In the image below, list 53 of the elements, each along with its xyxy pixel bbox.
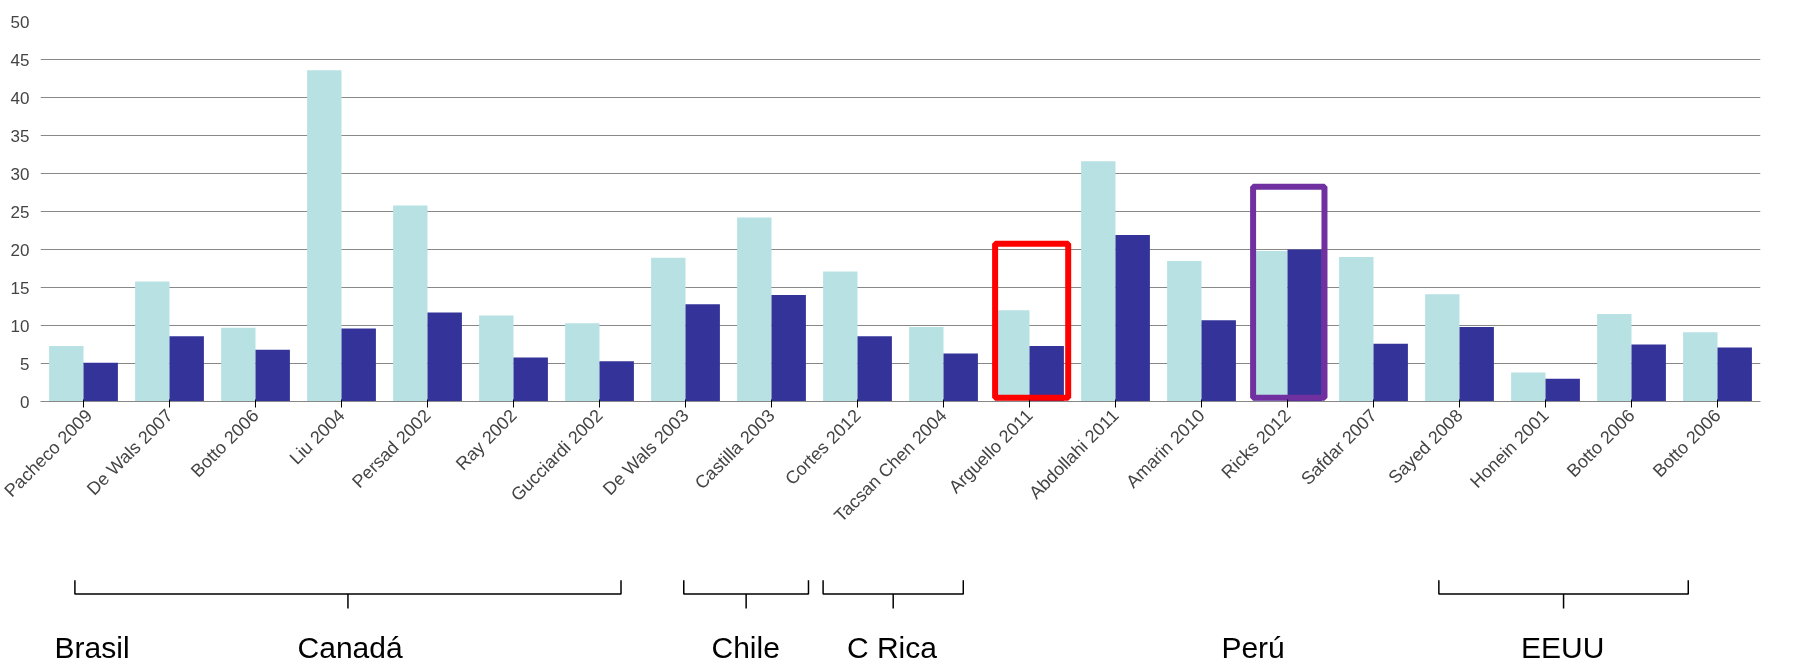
y-tick-label: 10 — [10, 316, 30, 336]
bar — [221, 327, 256, 402]
bar — [1167, 260, 1202, 402]
y-tick-label: 45 — [10, 50, 30, 70]
bar — [1511, 372, 1546, 402]
y-tick-label: 25 — [10, 202, 30, 222]
bar — [1459, 327, 1494, 402]
bar — [1373, 343, 1408, 402]
text: Brasil — [54, 631, 130, 665]
bar — [599, 361, 634, 402]
y-tick-label: 40 — [10, 88, 30, 108]
y-tick-label: 0 — [20, 392, 30, 412]
bar — [823, 271, 858, 402]
bar — [83, 362, 118, 402]
y-tick-label: 15 — [10, 278, 30, 298]
bar — [1339, 257, 1374, 402]
bar — [685, 304, 720, 402]
text: EEUU — [1521, 631, 1605, 665]
bar — [49, 346, 84, 402]
y-tick-label: 35 — [10, 126, 30, 146]
bar — [565, 323, 600, 402]
bar — [1201, 320, 1236, 402]
bar — [513, 357, 548, 402]
bar — [1081, 161, 1116, 402]
y-tick-label: 20 — [10, 240, 30, 260]
bar — [341, 328, 376, 402]
bar — [857, 336, 892, 402]
bar — [1545, 378, 1580, 402]
y-tick-label: 30 — [10, 164, 30, 184]
bar — [393, 205, 428, 402]
bar — [943, 353, 978, 402]
bar — [771, 295, 806, 402]
bar — [427, 312, 462, 402]
bar — [1425, 294, 1460, 402]
bar — [169, 336, 204, 402]
bar — [909, 327, 944, 402]
bar — [1717, 347, 1752, 402]
text: C Rica — [846, 631, 938, 665]
bar — [1631, 344, 1666, 402]
bar — [1683, 332, 1718, 402]
bar — [307, 70, 342, 402]
text: Perú — [1221, 631, 1285, 665]
bar — [135, 281, 170, 402]
text: Canadá — [297, 631, 403, 665]
y-tick-label: 50 — [10, 12, 30, 32]
bar — [255, 349, 290, 402]
bar — [479, 315, 514, 402]
bar — [1115, 235, 1150, 402]
bar — [1597, 314, 1632, 402]
y-tick-label: 5 — [20, 354, 30, 374]
bar — [651, 257, 686, 402]
bar — [737, 217, 772, 402]
text: Chile — [711, 631, 780, 665]
